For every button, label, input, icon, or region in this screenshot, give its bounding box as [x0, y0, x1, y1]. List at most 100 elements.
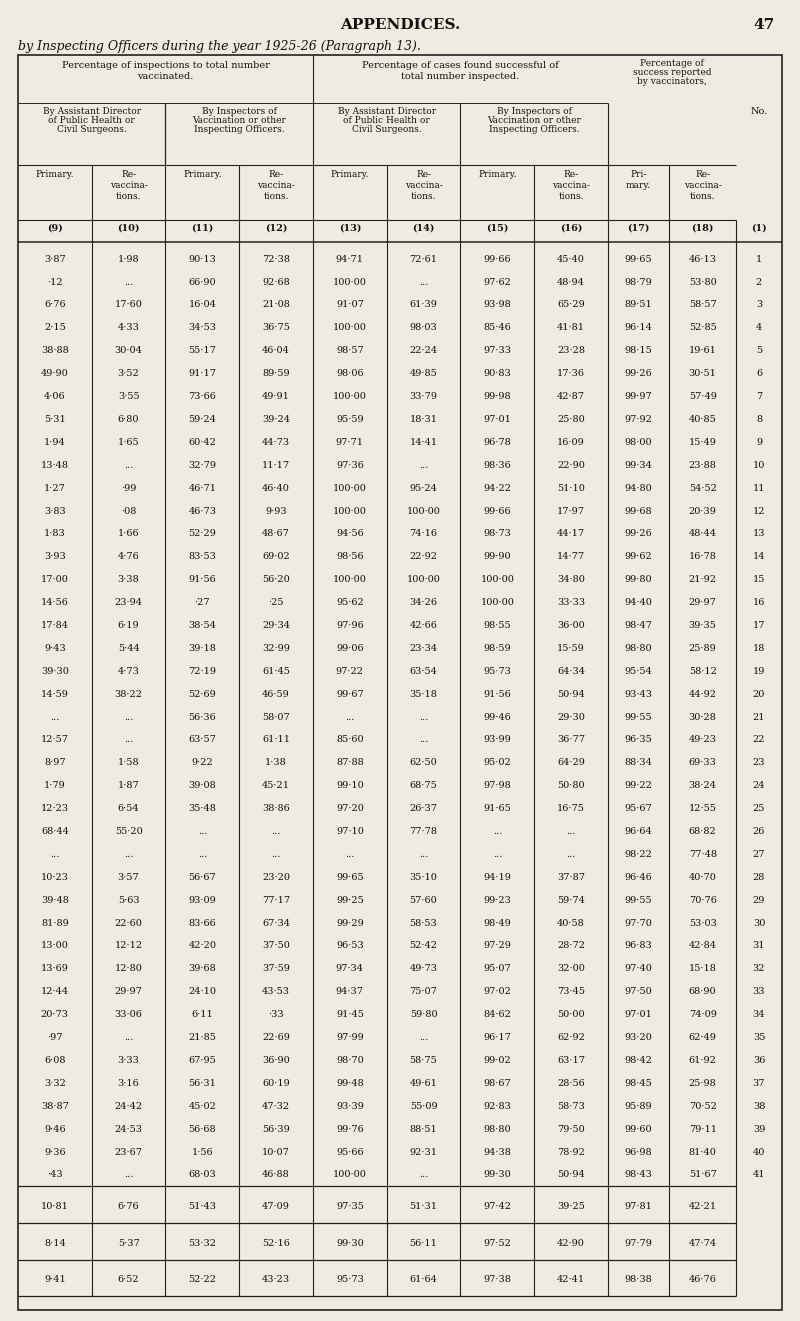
Text: 3·83: 3·83 — [44, 506, 66, 515]
Text: 98·43: 98·43 — [625, 1170, 653, 1180]
Text: 99·98: 99·98 — [483, 392, 511, 402]
Text: ...: ... — [493, 827, 502, 836]
Text: 18·31: 18·31 — [410, 415, 438, 424]
Text: 9·22: 9·22 — [191, 758, 214, 768]
Text: 12·80: 12·80 — [114, 964, 142, 974]
Text: 84·62: 84·62 — [483, 1011, 511, 1020]
Text: 87·88: 87·88 — [336, 758, 364, 768]
Text: 50·94: 50·94 — [557, 690, 585, 699]
Text: 23·20: 23·20 — [262, 873, 290, 882]
Text: 55·09: 55·09 — [410, 1102, 438, 1111]
Text: (13): (13) — [338, 225, 361, 232]
Text: 1·56: 1·56 — [191, 1148, 213, 1157]
Text: 24: 24 — [753, 781, 766, 790]
Text: ...: ... — [124, 277, 134, 287]
Text: 39·08: 39·08 — [189, 781, 216, 790]
Text: 91·17: 91·17 — [188, 369, 216, 378]
Text: By Inspectors of: By Inspectors of — [497, 107, 571, 116]
Text: 41·81: 41·81 — [557, 324, 585, 333]
Text: ...: ... — [124, 1170, 134, 1180]
Text: ...: ... — [419, 736, 428, 745]
Text: 15·59: 15·59 — [557, 643, 585, 653]
Text: 4·06: 4·06 — [44, 392, 66, 402]
Text: 97·29: 97·29 — [483, 942, 511, 951]
Text: 40: 40 — [753, 1148, 765, 1157]
Text: 48·67: 48·67 — [262, 530, 290, 539]
Text: ...: ... — [271, 849, 281, 859]
Text: 97·34: 97·34 — [336, 964, 364, 974]
Text: 100·00: 100·00 — [333, 483, 366, 493]
Text: 9·46: 9·46 — [44, 1124, 66, 1133]
Text: 91·56: 91·56 — [189, 575, 216, 584]
Text: 69·02: 69·02 — [262, 552, 290, 561]
Text: 89·51: 89·51 — [625, 300, 653, 309]
Text: 12: 12 — [753, 506, 766, 515]
Text: 61·64: 61·64 — [410, 1275, 438, 1284]
Text: 21: 21 — [753, 712, 766, 721]
Text: 44·92: 44·92 — [689, 690, 717, 699]
Text: Primary.: Primary. — [36, 170, 74, 180]
Text: 7: 7 — [756, 392, 762, 402]
Text: 74·16: 74·16 — [410, 530, 438, 539]
Text: 46·13: 46·13 — [689, 255, 717, 264]
Text: 42·21: 42·21 — [689, 1202, 717, 1211]
Text: ...: ... — [419, 1170, 428, 1180]
Text: 24·53: 24·53 — [114, 1124, 142, 1133]
Text: 12·55: 12·55 — [689, 804, 717, 814]
Text: 35: 35 — [753, 1033, 765, 1042]
Text: 98·80: 98·80 — [483, 1124, 511, 1133]
Text: No.: No. — [750, 107, 768, 116]
Text: 13·48: 13·48 — [41, 461, 69, 470]
Text: 34·26: 34·26 — [410, 598, 438, 608]
Text: 30·51: 30·51 — [689, 369, 717, 378]
Text: 4·33: 4·33 — [118, 324, 139, 333]
Text: 42·41: 42·41 — [557, 1275, 585, 1284]
Text: (14): (14) — [412, 225, 434, 232]
Text: 38·22: 38·22 — [114, 690, 142, 699]
Text: 1·65: 1·65 — [118, 437, 139, 446]
Text: vaccina-: vaccina- — [684, 181, 722, 190]
Text: 98·45: 98·45 — [625, 1079, 653, 1089]
Text: 43·23: 43·23 — [262, 1275, 290, 1284]
Text: 97·96: 97·96 — [336, 621, 364, 630]
Text: 6·52: 6·52 — [118, 1275, 139, 1284]
Text: 47: 47 — [754, 18, 775, 32]
Text: ·33: ·33 — [268, 1011, 284, 1020]
Text: 70·76: 70·76 — [689, 896, 717, 905]
Text: 97·71: 97·71 — [336, 437, 364, 446]
Text: 1·27: 1·27 — [44, 483, 66, 493]
Text: 99·76: 99·76 — [336, 1124, 364, 1133]
Text: 99·97: 99·97 — [625, 392, 653, 402]
Text: 42·20: 42·20 — [188, 942, 216, 951]
Text: 37·87: 37·87 — [557, 873, 585, 882]
Text: 58·75: 58·75 — [410, 1055, 438, 1065]
Text: 23·88: 23·88 — [689, 461, 717, 470]
Text: 21·08: 21·08 — [262, 300, 290, 309]
Text: 9: 9 — [756, 437, 762, 446]
Text: ...: ... — [50, 849, 59, 859]
Text: 20·73: 20·73 — [41, 1011, 69, 1020]
Text: 91·45: 91·45 — [336, 1011, 364, 1020]
Text: ...: ... — [419, 1033, 428, 1042]
Text: 91·56: 91·56 — [483, 690, 511, 699]
Text: 39·48: 39·48 — [41, 896, 69, 905]
Text: 97·35: 97·35 — [336, 1202, 364, 1211]
Text: 96·78: 96·78 — [483, 437, 511, 446]
Text: 99·25: 99·25 — [336, 896, 364, 905]
Text: Civil Surgeons.: Civil Surgeons. — [57, 125, 126, 133]
Text: 11: 11 — [753, 483, 766, 493]
Text: 28·56: 28·56 — [557, 1079, 585, 1089]
Text: 29·34: 29·34 — [262, 621, 290, 630]
Text: 99·80: 99·80 — [625, 575, 653, 584]
Text: 64·34: 64·34 — [557, 667, 585, 676]
Text: 98·57: 98·57 — [336, 346, 364, 355]
Text: ...: ... — [124, 849, 134, 859]
Text: by vaccinators,: by vaccinators, — [637, 77, 706, 86]
Text: 37·50: 37·50 — [262, 942, 290, 951]
Text: 98·42: 98·42 — [625, 1055, 653, 1065]
Text: By Assistant Director: By Assistant Director — [338, 107, 436, 116]
Text: ...: ... — [198, 827, 207, 836]
Text: 55·20: 55·20 — [114, 827, 142, 836]
Text: by Inspecting Officers during the year 1925-26 (Paragraph 13).: by Inspecting Officers during the year 1… — [18, 40, 421, 53]
Text: 47·74: 47·74 — [689, 1239, 717, 1247]
